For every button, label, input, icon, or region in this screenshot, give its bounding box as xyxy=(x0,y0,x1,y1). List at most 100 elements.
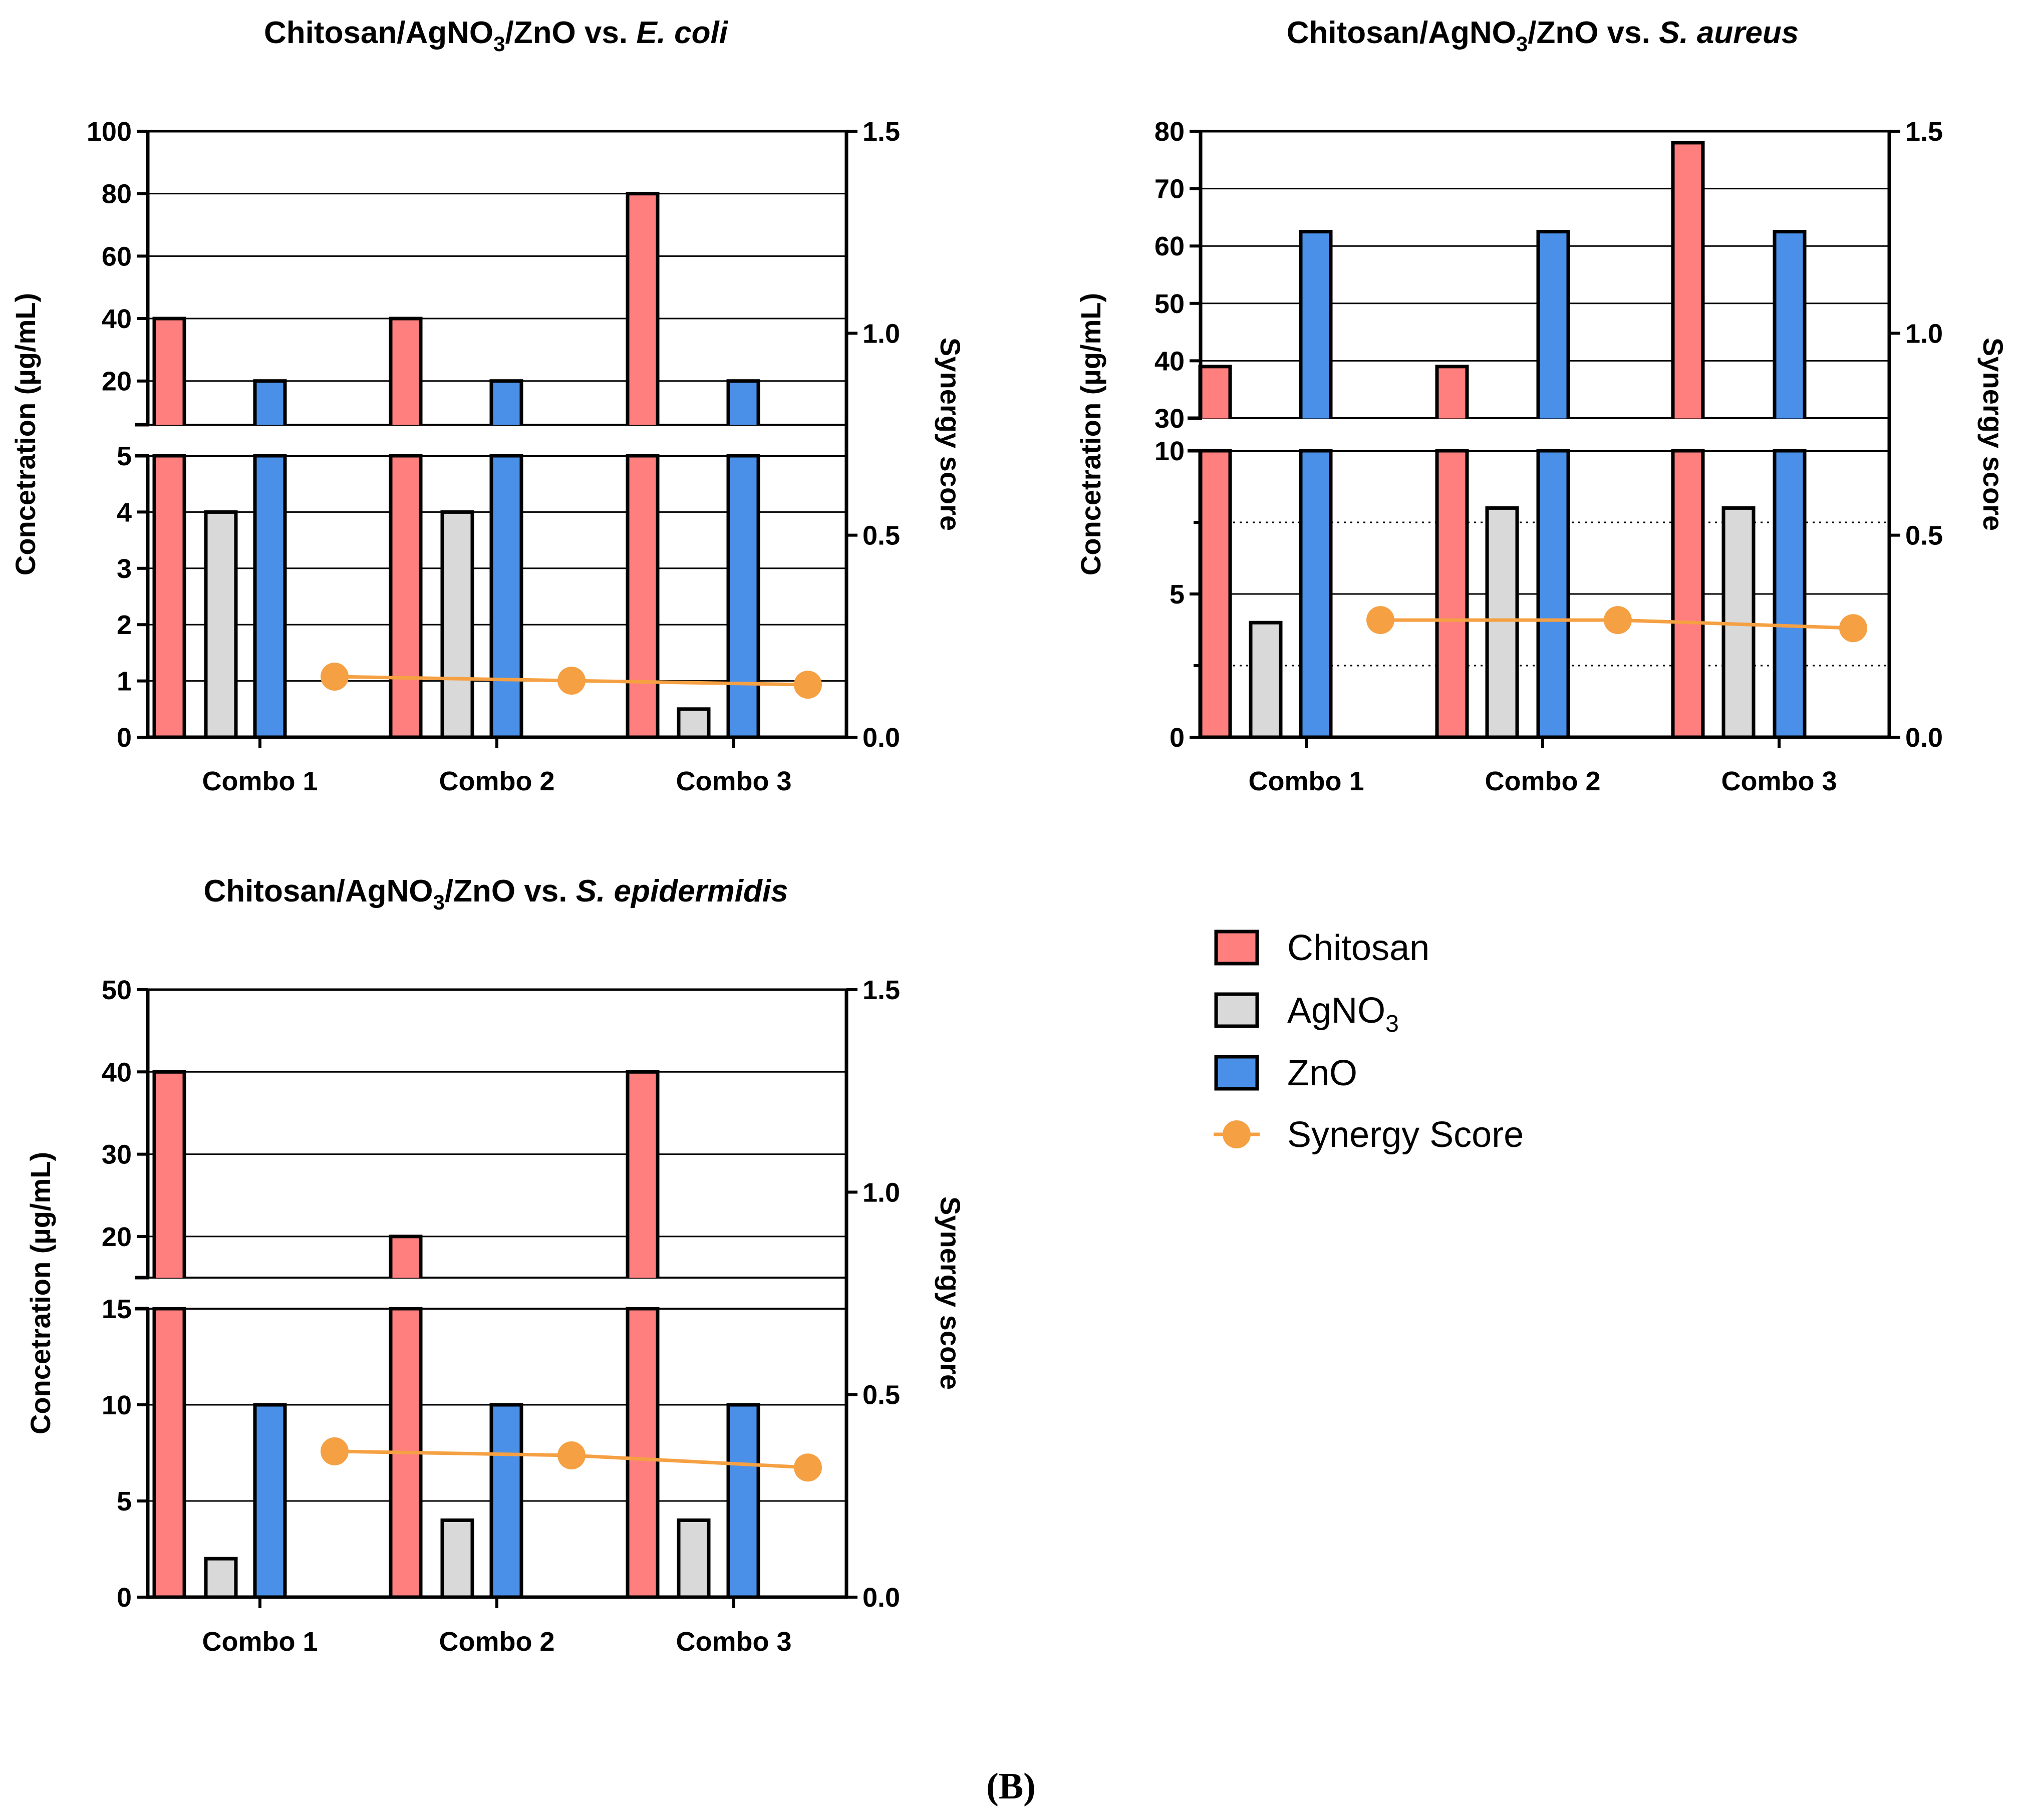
legend-swatch-agno3 xyxy=(1214,992,1259,1028)
bar-chitosan-combo-2-upper xyxy=(389,317,423,429)
y-tick-label: 5 xyxy=(1170,579,1185,610)
bar-zno-combo-3 xyxy=(726,1403,760,1599)
title-organism: S. aureus xyxy=(1659,16,1799,50)
title-organism: S. epidermidis xyxy=(576,874,788,908)
y2-tick-label: 1.5 xyxy=(862,117,900,147)
bar-agno3-combo-2 xyxy=(440,1518,474,1599)
y-tick-label: 30 xyxy=(1154,404,1185,434)
bar-chitosan-combo-3-upper xyxy=(626,192,660,429)
synergy-point-combo-3 xyxy=(1839,614,1867,643)
y-tick-label: 100 xyxy=(87,117,132,147)
bar-chitosan-combo-2 xyxy=(389,454,423,739)
legend-label-subscript: 3 xyxy=(1385,1011,1399,1037)
legend-item-zno: ZnO xyxy=(1214,1053,1357,1093)
y-tick-label: 0 xyxy=(117,1583,132,1613)
chart-sepidermidis: Chitosan/AgNO3/ZnO vs. S. epidermidis 20 3… xyxy=(25,874,966,1657)
legend-label-synergy: Synergy Score xyxy=(1287,1115,1524,1155)
chart-saureus: Chitosan/AgNO3/ZnO vs. S. aureus30405060… xyxy=(1075,16,2009,796)
y-axis-title: Concetration (µg/mL) xyxy=(1075,293,1106,575)
axis-break-gap xyxy=(1188,420,1892,449)
bar-zno-combo-1 xyxy=(253,1403,287,1599)
y-axis-title: Concetration (µg/mL) xyxy=(25,1152,56,1434)
synergy-point-combo-2 xyxy=(557,1441,586,1469)
y-tick-label: 50 xyxy=(1154,289,1185,319)
bar-zno-combo-3-upper xyxy=(1773,230,1807,422)
y-tick-label: 10 xyxy=(1154,436,1185,466)
y-tick-label: 15 xyxy=(102,1294,132,1324)
bar-agno3-combo-3 xyxy=(677,707,711,739)
bar-chitosan-combo-1 xyxy=(152,1307,186,1599)
bar-zno-combo-3 xyxy=(726,454,760,739)
y-axis-title: Concetration (µg/mL) xyxy=(10,293,41,575)
legend-label-agno3: AgNO3 xyxy=(1287,991,1399,1037)
bar-zno-combo-1 xyxy=(253,454,287,739)
y-tick-label: 60 xyxy=(1154,231,1185,261)
synergy-point-combo-2 xyxy=(557,667,586,695)
bar-chitosan-combo-3 xyxy=(626,454,660,739)
y2-tick-label: 1.0 xyxy=(862,1177,900,1207)
y-tick-label: 1 xyxy=(117,667,132,697)
y2-axis-title: Synergy score xyxy=(935,338,966,531)
bar-zno-combo-2 xyxy=(489,1403,523,1599)
x-tick-label: Combo 1 xyxy=(202,766,318,796)
synergy-point-combo-1 xyxy=(1366,606,1394,635)
legend-item-synergy: Synergy Score xyxy=(1214,1115,1524,1155)
legend-label-text: AgNO xyxy=(1287,991,1385,1031)
bar-zno-combo-1-upper xyxy=(253,379,287,429)
bar-agno3-combo-2 xyxy=(1485,506,1519,739)
chart-title: Chitosan/AgNO3/ZnO vs. S. epidermidis xyxy=(203,874,788,914)
y2-tick-label: 0.0 xyxy=(1905,723,1943,753)
y2-tick-label: 1.5 xyxy=(862,975,900,1005)
x-tick-label: Combo 1 xyxy=(202,1627,318,1657)
bar-zno-combo-2 xyxy=(489,454,523,739)
legend-item-agno3: AgNO3 xyxy=(1214,991,1399,1037)
bar-chitosan-combo-3-upper xyxy=(1671,141,1705,422)
title-subscript: 3 xyxy=(493,32,505,56)
synergy-point-combo-1 xyxy=(321,663,349,691)
y-tick-label: 3 xyxy=(117,554,132,584)
x-tick-label: Combo 3 xyxy=(676,766,791,796)
bar-agno3-combo-2 xyxy=(440,510,474,739)
y2-tick-label: 1.0 xyxy=(862,319,900,349)
y2-tick-label: 0.0 xyxy=(862,1583,900,1613)
legend-label-zno: ZnO xyxy=(1287,1053,1357,1093)
y-tick-label: 60 xyxy=(102,241,132,271)
y-tick-label: 10 xyxy=(102,1390,132,1420)
y-tick-label: 20 xyxy=(102,367,132,397)
axis-break-gap xyxy=(135,1279,849,1307)
bar-chitosan-combo-2-upper xyxy=(1435,365,1469,422)
x-tick-label: Combo 2 xyxy=(439,1627,554,1657)
legend: Chitosan AgNO3 ZnO Synergy Score xyxy=(1214,928,1524,1155)
title-prefix: Chitosan/AgNO xyxy=(264,16,493,50)
y-tick-label: 0 xyxy=(117,723,132,753)
x-tick-label: Combo 2 xyxy=(1485,766,1600,796)
y-tick-label: 80 xyxy=(1154,117,1185,147)
bar-chitosan-combo-2 xyxy=(1435,449,1469,739)
chart-ecoli: Chitosan/AgNO3/ZnO vs. E. coli2040608010… xyxy=(10,16,966,796)
legend-label-text: Synergy Score xyxy=(1287,1115,1524,1155)
title-organism: E. coli xyxy=(636,16,728,50)
y-tick-label: 30 xyxy=(102,1140,132,1170)
y2-tick-label: 0.0 xyxy=(862,723,900,753)
y-tick-label: 80 xyxy=(102,179,132,209)
synergy-point-combo-3 xyxy=(794,671,822,699)
y-tick-label: 5 xyxy=(117,1486,132,1516)
x-tick-label: Combo 2 xyxy=(439,766,554,796)
bar-chitosan-combo-3 xyxy=(626,1307,660,1599)
bar-chitosan-combo-3-upper xyxy=(626,1070,660,1282)
y-tick-label: 40 xyxy=(102,304,132,334)
chart-title: Chitosan/AgNO3/ZnO vs. E. coli xyxy=(264,16,729,56)
y-tick-label: 20 xyxy=(102,1222,132,1252)
title-subscript: 3 xyxy=(433,890,445,914)
y-tick-label: 2 xyxy=(117,610,132,640)
y2-tick-label: 1.0 xyxy=(1905,319,1943,349)
y2-tick-label: 1.5 xyxy=(1905,117,1943,147)
title-prefix: Chitosan/AgNO xyxy=(1287,16,1516,50)
title-middle: /ZnO vs. xyxy=(505,16,637,50)
y-tick-label: 40 xyxy=(1154,346,1185,376)
bar-zno-combo-3-upper xyxy=(726,379,760,429)
y2-tick-label: 0.5 xyxy=(862,521,900,551)
title-middle: /ZnO vs. xyxy=(445,874,576,908)
y2-tick-label: 0.5 xyxy=(862,1380,900,1410)
